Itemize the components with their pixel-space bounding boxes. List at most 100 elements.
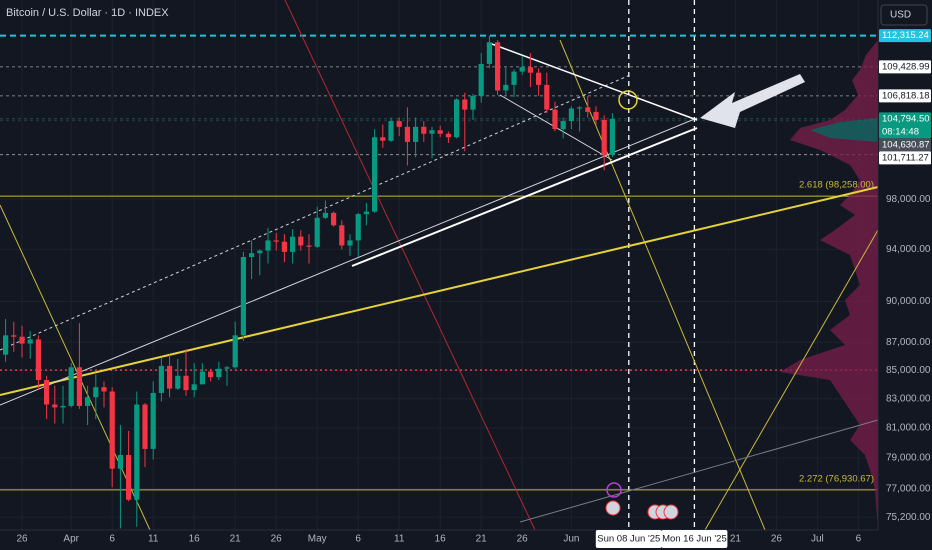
event-icon: [605, 500, 621, 516]
volume-shape: [810, 118, 878, 142]
candle-body: [3, 335, 9, 355]
candle-body: [167, 365, 173, 389]
x-tick-label: 26: [271, 534, 283, 545]
candle-body: [35, 339, 41, 381]
candle-body: [257, 250, 263, 254]
candle-body: [560, 121, 566, 130]
price-badge: [879, 138, 931, 152]
candle-body: [339, 225, 345, 246]
fib-label: 2.272 (76,930.67): [799, 473, 874, 484]
candle-body: [363, 211, 369, 215]
candle-body: [601, 119, 607, 155]
x-tick-label: 11: [148, 534, 159, 545]
candle-body: [388, 121, 394, 141]
x-tick-label: 16: [435, 534, 447, 545]
price-badge: [879, 151, 931, 165]
candle-body: [511, 71, 517, 85]
date-marker-box: [661, 530, 728, 548]
price-badge: [879, 112, 931, 139]
x-tick-label: Apr: [63, 534, 79, 545]
chart-title: Bitcoin / U.S. Dollar · 1D · INDEX: [6, 7, 169, 19]
x-tick-label: Jul: [811, 534, 824, 545]
candle-body: [454, 99, 460, 138]
candle-body: [331, 212, 337, 226]
candle-body: [527, 67, 533, 73]
candle-body: [273, 240, 279, 242]
currency-button[interactable]: [880, 4, 928, 26]
trend-line: [491, 43, 698, 121]
highlight-circle: [618, 90, 638, 110]
candle-body: [314, 217, 320, 247]
price-badge: [879, 29, 931, 43]
volume-shape: [780, 40, 878, 530]
candle-body: [27, 339, 33, 344]
candle-body: [232, 335, 238, 368]
drawings: [0, 0, 879, 531]
candle-body: [134, 404, 140, 500]
candle-body: [117, 454, 123, 469]
grid: [0, 0, 878, 530]
x-tick-label: 21: [730, 534, 742, 545]
x-tick-label: 16: [189, 534, 201, 545]
x-tick-label: 26: [16, 534, 28, 545]
price-countdown: 08:14:48: [882, 126, 919, 137]
x-tick-label: 21: [476, 534, 488, 545]
candle-body: [11, 335, 17, 337]
fib-label: 2.618 (98,258.00): [799, 180, 874, 191]
y-tick-label: 83,000.00: [886, 393, 931, 404]
y-tick-label: 81,000.00: [886, 423, 931, 434]
candle-body: [175, 375, 181, 389]
candle-body: [544, 84, 550, 110]
candle-body: [421, 126, 427, 134]
candle-body: [503, 84, 509, 91]
candle-body: [85, 397, 91, 406]
candle-body: [437, 130, 443, 134]
candle-body: [216, 368, 222, 378]
candle-body: [536, 72, 542, 85]
event-icon: [663, 504, 679, 520]
overlay: 98,000.00 94,000.00 90,000.00 87,000.00 85,0…: [16, 29, 931, 548]
candle-body: [150, 392, 156, 449]
price-badge: [879, 60, 931, 74]
candle-body: [183, 375, 189, 391]
currency-label[interactable]: USD: [890, 10, 911, 21]
candle-body: [445, 133, 451, 138]
candle-body: [552, 109, 558, 130]
x-tick-label: 6: [856, 534, 862, 545]
candle-body: [52, 404, 58, 408]
candle-body: [462, 99, 468, 110]
arrow: [700, 74, 805, 128]
event-icon: [606, 482, 622, 498]
x-tick-label: 21: [230, 534, 242, 545]
candle-body: [495, 42, 501, 91]
price-badge-label: 101,711.27: [882, 152, 929, 163]
candle-body: [380, 137, 386, 141]
candle-body: [355, 214, 361, 241]
candle-body: [126, 454, 132, 500]
candle-body: [306, 245, 312, 247]
candle-body: [44, 380, 50, 405]
candle-body: [93, 387, 99, 398]
x-tick-label: May: [308, 534, 327, 545]
trend-line: [519, 419, 879, 523]
candle-body: [404, 126, 410, 142]
price-badge-label: 106,818.18: [882, 90, 930, 101]
x-tick-label: 26: [517, 534, 529, 545]
candle-body: [224, 367, 230, 369]
x-tick-label: 11: [394, 534, 405, 545]
x-tick-label: Jun: [563, 534, 579, 545]
candle-body: [101, 387, 107, 392]
price-badge-label: 112,315.24: [882, 30, 929, 41]
candle-body: [191, 384, 197, 391]
volume-profile: [780, 40, 878, 530]
x-tick-label: 6: [109, 534, 115, 545]
candle-body: [142, 404, 148, 449]
y-tick-label: 94,000.00: [886, 244, 931, 255]
y-tick-label: 85,000.00: [886, 365, 931, 376]
candle-body: [347, 240, 353, 246]
trend-line: [284, 0, 536, 531]
candle-body: [240, 257, 246, 336]
trend-line: [0, 117, 698, 406]
y-tick-label: 75,200.00: [886, 512, 931, 523]
